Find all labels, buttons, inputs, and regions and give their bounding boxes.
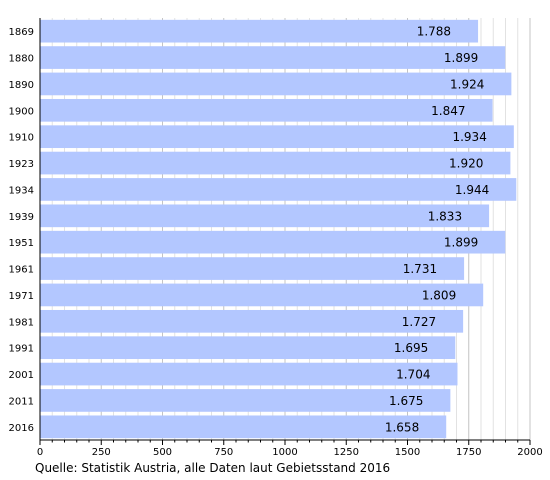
value-label-1981: 1.727: [402, 315, 436, 329]
value-label-1923: 1.920: [449, 157, 483, 171]
x-tick-label-1250: 1250: [334, 447, 359, 458]
category-label-1934: 1934: [9, 185, 34, 196]
value-label-1869: 1.788: [417, 25, 451, 39]
category-label-1939: 1939: [9, 212, 34, 223]
value-label-1951: 1.899: [444, 236, 478, 250]
bar-1934: [40, 178, 517, 201]
bar-1923: [40, 151, 511, 175]
value-label-1939: 1.833: [428, 209, 462, 223]
bar-2011: [40, 389, 451, 412]
category-label-1869: 1869: [9, 27, 34, 38]
value-label-1880: 1.899: [444, 51, 478, 65]
bar-1981: [40, 309, 464, 333]
value-label-1910: 1.934: [452, 130, 486, 144]
x-tick-label-500: 500: [153, 447, 172, 458]
category-label-1900: 1900: [9, 106, 34, 117]
value-label-1971: 1.809: [422, 288, 456, 302]
bars: 1.788 1.899 1.924 1.847 1.934 1.920 1.944 1.833…: [40, 19, 517, 439]
x-tick-label-0: 0: [37, 447, 43, 458]
value-label-2011: 1.675: [389, 394, 423, 408]
bar-1961: [40, 257, 465, 280]
x-tick-label-1750: 1750: [456, 447, 481, 458]
x-tick-label-1500: 1500: [395, 447, 420, 458]
x-tick-label-1000: 1000: [272, 447, 297, 458]
category-label-2001: 2001: [9, 370, 34, 381]
category-label-1890: 1890: [9, 80, 34, 91]
value-label-1961: 1.731: [403, 262, 437, 276]
bar-1900: [40, 98, 493, 122]
category-label-2011: 2011: [9, 396, 34, 407]
value-label-1900: 1.847: [431, 104, 465, 118]
bar-1971: [40, 283, 484, 307]
category-label-1981: 1981: [9, 317, 34, 328]
value-label-1890: 1.924: [450, 77, 484, 91]
category-label-1880: 1880: [9, 54, 34, 65]
category-label-1971: 1971: [9, 291, 34, 302]
bar-1890: [40, 72, 512, 96]
axes: 1869 1880 1890 1900 1910 1923 1934 1939 1951 1961…: [9, 18, 543, 458]
bar-1939: [40, 204, 490, 228]
category-label-1910: 1910: [9, 133, 34, 144]
category-label-1951: 1951: [9, 238, 34, 249]
bar-2016: [40, 415, 447, 439]
bar-2001: [40, 362, 458, 386]
bar-1991: [40, 336, 456, 360]
value-label-2016: 1.658: [385, 420, 419, 434]
x-tick-label-250: 250: [92, 447, 111, 458]
bar-1869: [40, 19, 479, 43]
bar-1880: [40, 46, 506, 69]
category-label-1991: 1991: [9, 344, 34, 355]
source-note: Quelle: Statistik Austria, alle Daten la…: [35, 461, 391, 475]
value-label-1991: 1.695: [394, 341, 428, 355]
value-label-1934: 1.944: [455, 183, 489, 197]
x-tick-label-2000: 2000: [517, 447, 542, 458]
category-label-2016: 2016: [9, 423, 34, 434]
bar-1951: [40, 230, 506, 254]
value-label-2001: 1.704: [396, 368, 430, 382]
category-label-1961: 1961: [9, 265, 34, 276]
bar-1910: [40, 125, 514, 149]
category-label-1923: 1923: [9, 159, 34, 170]
x-tick-label-750: 750: [214, 447, 233, 458]
